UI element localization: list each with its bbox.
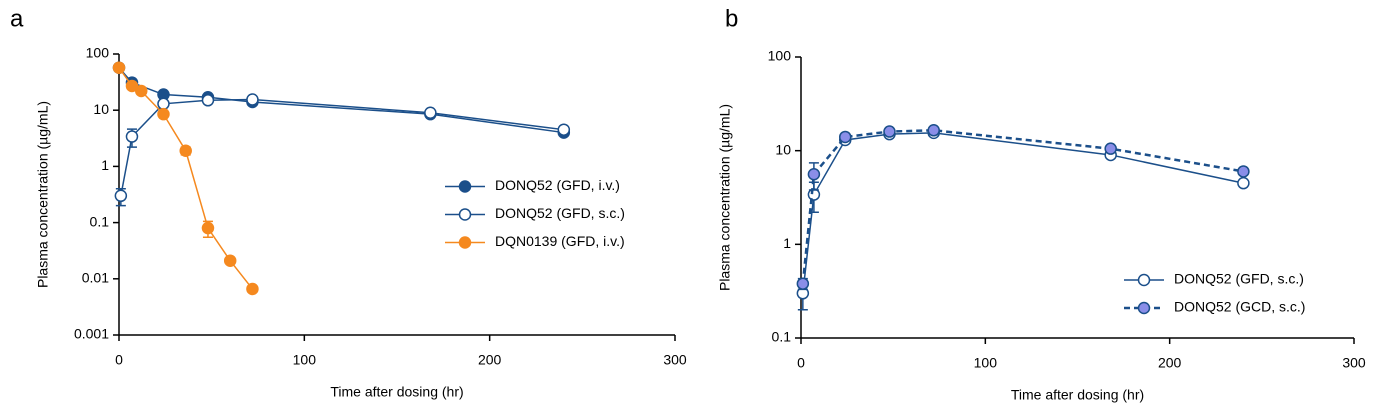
- data-point: [424, 106, 437, 120]
- y-tick-label: 100: [86, 45, 110, 61]
- y-tick-label: 0.001: [74, 326, 109, 342]
- data-point: [1237, 165, 1250, 178]
- x-tick-label: 0: [797, 355, 805, 371]
- legend-label: DONQ52 (GFD, s.c.): [1174, 271, 1304, 287]
- data-point: [246, 282, 259, 296]
- data-point: [114, 189, 128, 203]
- data-point: [157, 107, 170, 121]
- data-point: [201, 94, 215, 107]
- x-tick-label: 300: [1342, 355, 1366, 371]
- x-tick-label: 100: [293, 352, 317, 368]
- data-point: [807, 168, 821, 181]
- legend-marker: [1137, 273, 1151, 287]
- data-point: [246, 93, 259, 106]
- x-tick-label: 200: [1158, 355, 1182, 371]
- data-point: [838, 130, 852, 144]
- y-tick-label: 0.01: [82, 270, 109, 286]
- legend-label: DONQ52 (GCD, s.c.): [1174, 299, 1305, 315]
- legend-marker: [458, 208, 472, 221]
- series-line: [802, 132, 1244, 294]
- data-point: [796, 277, 810, 290]
- series-line: [801, 129, 1244, 284]
- data-point: [883, 125, 896, 138]
- y-tick-label: 10: [93, 101, 109, 117]
- panel-label: a: [10, 5, 24, 32]
- y-tick-label: 100: [768, 48, 792, 64]
- legend-label: DONQ52 (GFD, s.c.): [495, 205, 625, 221]
- data-point: [557, 123, 571, 136]
- legend-marker: [458, 180, 472, 193]
- y-tick-label: 10: [775, 141, 791, 157]
- data-point: [223, 254, 237, 267]
- legend-marker: [1137, 301, 1151, 315]
- x-axis-label: Time after dosing (hr): [330, 384, 463, 400]
- panel-label: b: [725, 5, 738, 32]
- data-point: [1237, 176, 1250, 190]
- x-tick-label: 300: [663, 352, 687, 368]
- legend-label: DQN0139 (GFD, i.v.): [495, 233, 625, 249]
- series-line: [118, 67, 564, 134]
- x-tick-label: 100: [974, 355, 998, 371]
- y-axis-label: Plasma concentration (µg/mL): [35, 101, 51, 288]
- y-axis-label: Plasma concentration (µg/mL): [717, 104, 733, 291]
- y-tick-label: 0.1: [772, 329, 792, 345]
- data-point: [125, 130, 139, 143]
- data-point: [112, 61, 126, 74]
- y-tick-label: 1: [783, 235, 791, 251]
- data-point: [125, 79, 139, 93]
- data-point: [927, 124, 940, 137]
- data-point: [201, 221, 215, 235]
- data-point: [157, 97, 170, 111]
- x-axis-label: Time after dosing (hr): [1011, 387, 1144, 403]
- y-tick-label: 1: [101, 157, 109, 173]
- data-point: [1104, 142, 1117, 155]
- data-point: [134, 84, 148, 98]
- y-tick-label: 0.1: [90, 213, 110, 229]
- x-tick-label: 0: [115, 352, 123, 368]
- data-point: [179, 144, 192, 157]
- legend-label: DONQ52 (GFD, i.v.): [495, 177, 620, 193]
- legend-marker: [458, 236, 472, 249]
- x-tick-label: 200: [478, 352, 502, 368]
